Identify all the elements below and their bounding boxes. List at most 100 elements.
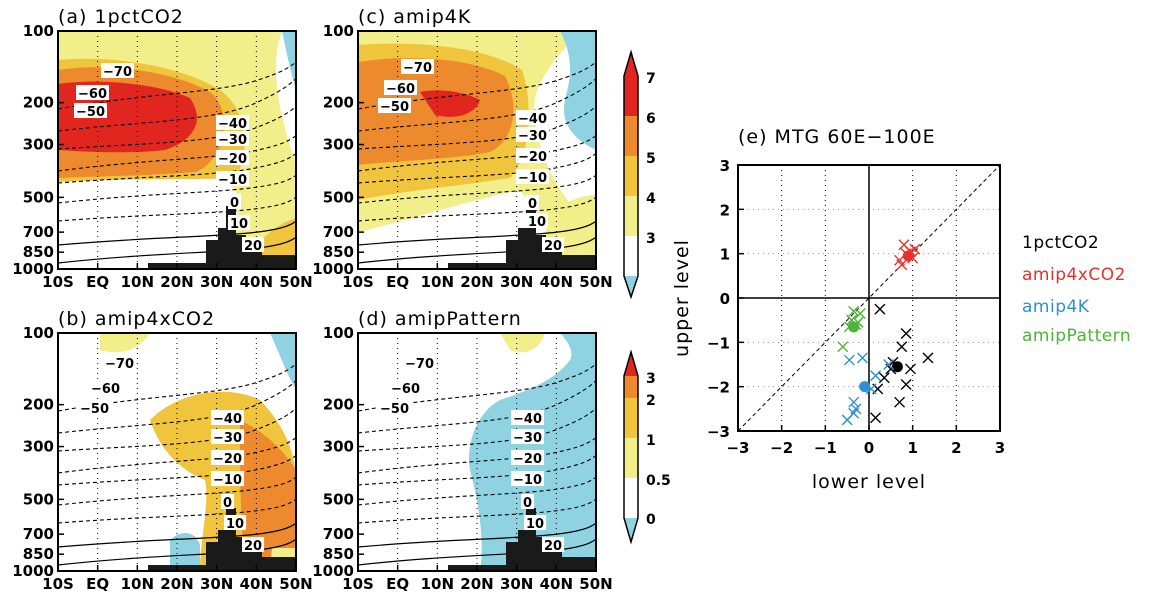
legend: 1pctCO2 amip4xCO2 amip4K amipPattern xyxy=(1022,233,1131,346)
panel-d-contour-label-0: −70 xyxy=(405,357,434,372)
colorbar-bottom-segment-4 xyxy=(624,376,638,398)
panel-c-topography-shape xyxy=(448,206,596,269)
panel-a-contour-label-bg-5 xyxy=(216,150,249,165)
panel-b-x-tick-label-3: 20N xyxy=(160,575,193,593)
panel-e-y-tick-label-5: 2 xyxy=(720,201,730,219)
panel-e-x-tick-label-0: −3 xyxy=(726,439,749,457)
panel-b-topography-shape xyxy=(148,508,296,571)
panel-b-title: (b) amip4xCO2 xyxy=(58,308,215,330)
panel-a-contour-line-1 xyxy=(58,77,296,132)
panel-b-contour-label-2: −50 xyxy=(80,402,109,417)
panel-d-contour-label-bg-4 xyxy=(511,429,544,444)
panel-c-contour-line-2 xyxy=(358,105,596,150)
panel-a-x-tick-label-1: EQ xyxy=(86,273,109,291)
panel-a-contour-line-7 xyxy=(58,220,296,246)
scatter-point-1pctCO2-4 xyxy=(904,363,916,375)
panel-a-contour-label-bg-1 xyxy=(76,85,109,100)
colorbar-top-segment-4 xyxy=(624,116,638,156)
colorbar-bottom-lower-arrow xyxy=(624,518,638,542)
panel-b-contour-label-6: −10 xyxy=(213,473,242,488)
panel-c-contour-label-2: −50 xyxy=(380,100,409,115)
panel-d: (d) amipPattern −70 −60 −50 −40 −30 −20 −10 0 10… xyxy=(312,308,612,593)
panel-d-contour-label-3: −40 xyxy=(513,412,542,427)
scatter-point-1pctCO2-6 xyxy=(878,372,890,384)
panel-b-y-tick-label-6: 1000 xyxy=(12,562,54,580)
scatter-point-amip4K-2 xyxy=(883,359,895,370)
panel-d-contour-label-2: −50 xyxy=(380,402,409,417)
panel-c-y-tick-label-3: 500 xyxy=(323,188,354,206)
scatter-mean-amipPattern xyxy=(848,321,860,333)
scatter-point-amip4K-0 xyxy=(843,354,855,366)
panel-c-y-tick-label-2: 300 xyxy=(323,136,354,154)
panel-a-topography xyxy=(148,206,296,269)
colorbar-top-upper-arrow xyxy=(624,52,638,76)
panel-c-x-tick-label-1: EQ xyxy=(386,273,409,291)
panel-e-y-axis-label: upper level xyxy=(671,239,693,357)
panel-c-contour-label-4: −30 xyxy=(518,129,547,144)
panel-a-contour-label-7: 0 xyxy=(230,196,239,211)
panel-c-contour-label-bg-0 xyxy=(401,59,434,74)
panel-b-shading-upper-3 xyxy=(240,420,296,560)
panel-b-x-tick-label-6: 50N xyxy=(279,575,312,593)
colorbar-top-label-4: 7 xyxy=(646,71,656,87)
panel-a-contour-label-4: −30 xyxy=(218,133,247,148)
panel-b-contour-line-1 xyxy=(58,379,296,434)
colorbar-top-segment-5 xyxy=(624,76,638,116)
panel-c-topography xyxy=(448,206,596,269)
panel-d-x-tick-label-6: 50N xyxy=(579,575,612,593)
colorbar-bottom-outline xyxy=(623,349,639,545)
panel-b-contour-line-0 xyxy=(58,363,296,412)
panel-e-y-tick-label-4: 1 xyxy=(720,246,730,264)
panel-e-y-tick-label-6: 3 xyxy=(720,157,730,175)
panel-d-y-tick-label-5: 850 xyxy=(323,545,354,563)
colorbar-top-segment-2 xyxy=(624,196,638,236)
panel-b-x-tick-label-0: 10S xyxy=(42,575,74,593)
panel-d-x-tick-label-5: 40N xyxy=(540,575,573,593)
panel-c-contour-label-8: 10 xyxy=(528,215,546,230)
panel-c-y-tick-label-0: 100 xyxy=(323,22,354,40)
panel-a-contour-label-bg-6 xyxy=(216,171,249,186)
panel-c-neg-1 xyxy=(560,31,596,150)
colorbar-top-label-3: 6 xyxy=(646,111,656,127)
panel-a-contour-label-bg-9 xyxy=(242,237,265,252)
panel-e-x-tick-label-1: −2 xyxy=(770,439,793,457)
panel-b-contour-label-7: 0 xyxy=(223,496,232,511)
panel-b-contour-label-bg-7 xyxy=(221,494,235,509)
panel-a-x-tick-label-4: 30N xyxy=(200,273,233,291)
panel-d-contour-label-7: 0 xyxy=(523,496,532,511)
scatter-point-1pctCO2-10 xyxy=(870,412,882,424)
panel-b-y-tick-label-0: 100 xyxy=(23,324,54,342)
colorbar-top-segment-3 xyxy=(624,156,638,196)
panel-d-title: (d) amipPattern xyxy=(358,308,522,330)
panel-c-x-tick-label-2: 10N xyxy=(421,273,454,291)
panel-c-contour-label-1: −60 xyxy=(386,82,415,97)
panel-c-contour-label-bg-1 xyxy=(384,80,417,95)
panel-c-contour-line-5 xyxy=(358,174,596,204)
panel-d-contour-label-5: −20 xyxy=(513,452,542,467)
scatter-point-amip4K-3 xyxy=(870,370,882,382)
panel-b-y-tick-label-1: 200 xyxy=(23,396,54,414)
scatter-point-amipPattern-1 xyxy=(854,308,866,320)
panel-b-contour-label-8: 10 xyxy=(226,517,244,532)
panel-c-x-tick-label-5: 40N xyxy=(540,273,573,291)
panel-c-contour-label-3: −40 xyxy=(518,112,547,127)
panel-a-x-tick-label-0: 10S xyxy=(42,273,74,291)
colorbar-bottom-label-4: 3 xyxy=(646,371,656,387)
scatter-point-1pctCO2-9 xyxy=(894,396,906,408)
panel-d-contour-line-1 xyxy=(358,379,596,434)
panel-b-x-tick-label-2: 10N xyxy=(121,575,154,593)
colorbar-bottom-label-0: 0 xyxy=(646,512,656,528)
colorbar-bottom-segment-3 xyxy=(624,398,638,438)
panel-a-contour-labels: −70 −60 −50 −40−30 −20 −10 0 10 20 xyxy=(74,63,265,254)
legend-entry-amip4K: amip4K xyxy=(1022,297,1090,317)
panel-d-contour-line-6 xyxy=(358,498,596,524)
panel-a-contour-label-bg-2 xyxy=(74,103,107,118)
panel-d-contour-label-bg-2 xyxy=(378,400,411,415)
panel-b-y-tick-label-5: 850 xyxy=(23,545,54,563)
panel-b-contour-label-bg-4 xyxy=(211,429,244,444)
panel-b-topography xyxy=(148,508,296,571)
colorbar-top: 3 4 5 6 7 xyxy=(623,49,656,300)
scatter-point-1pctCO2-3 xyxy=(896,341,908,353)
panel-a-contour-label-bg-8 xyxy=(228,215,251,230)
panel-c-x-ticks: 10S EQ 10N 20N 30N 40N 50N xyxy=(342,263,613,291)
